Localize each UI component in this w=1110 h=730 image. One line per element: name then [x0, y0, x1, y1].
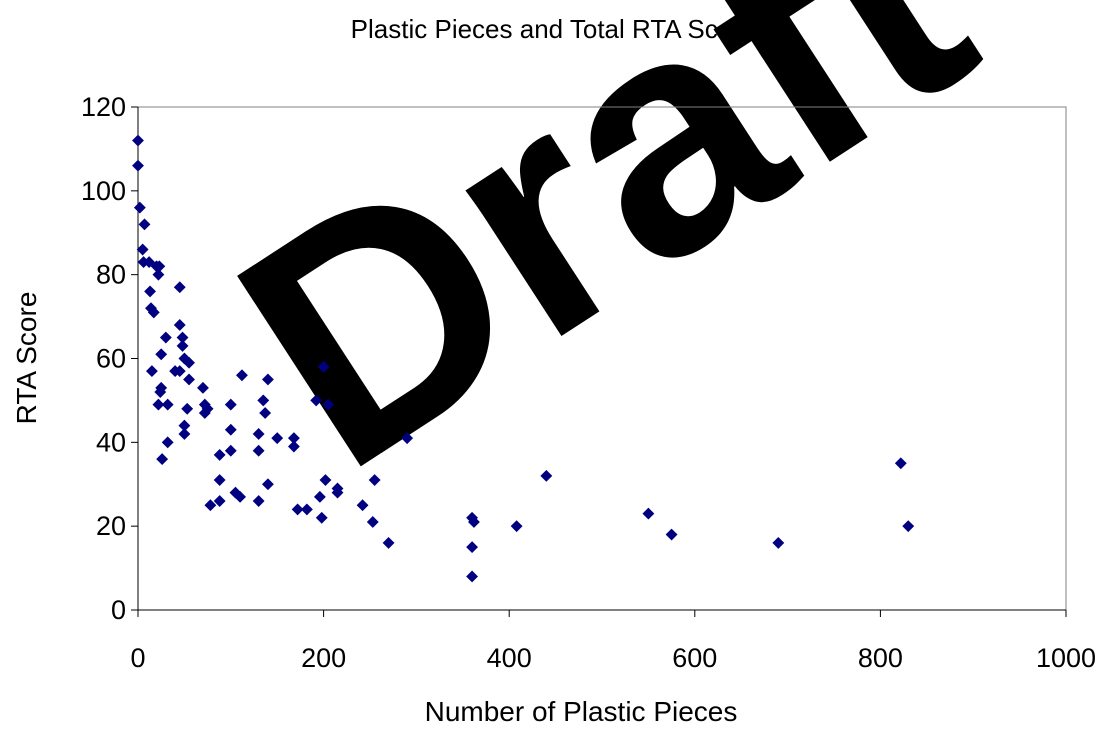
- data-points: [132, 134, 915, 583]
- y-tick-label: 80: [96, 260, 126, 290]
- y-tick-label: 120: [81, 92, 126, 122]
- data-point: [159, 331, 172, 344]
- data-point: [145, 365, 158, 377]
- data-point: [236, 369, 248, 382]
- data-point: [261, 373, 274, 386]
- data-point: [291, 503, 304, 516]
- x-tick-label: 1000: [1036, 643, 1096, 673]
- data-point: [213, 495, 226, 507]
- data-point: [204, 499, 217, 512]
- data-point: [252, 495, 265, 507]
- data-point: [540, 469, 553, 482]
- y-tick-label: 40: [96, 427, 126, 457]
- data-point: [366, 516, 379, 528]
- data-point: [152, 398, 165, 411]
- data-point: [138, 218, 151, 231]
- data-point: [181, 402, 194, 415]
- data-point: [252, 428, 265, 440]
- data-point: [271, 432, 284, 445]
- data-point: [300, 503, 313, 516]
- data-point: [183, 356, 195, 369]
- data-point: [136, 243, 149, 256]
- data-point: [287, 440, 300, 453]
- data-point: [183, 373, 195, 386]
- data-point: [466, 541, 479, 554]
- data-point: [510, 520, 523, 533]
- data-point: [161, 436, 174, 449]
- data-point: [259, 407, 272, 419]
- data-point: [894, 457, 907, 470]
- data-point: [173, 281, 186, 294]
- data-point: [197, 381, 209, 394]
- data-point: [176, 340, 189, 352]
- data-point: [331, 486, 344, 499]
- data-point: [173, 365, 186, 377]
- data-point: [772, 537, 785, 549]
- data-point: [224, 444, 237, 457]
- data-point: [144, 285, 156, 298]
- x-axis-label: Number of Plastic Pieces: [425, 696, 738, 727]
- data-point: [224, 423, 237, 436]
- data-point: [155, 348, 168, 361]
- data-point: [152, 268, 165, 281]
- data-point: [132, 159, 144, 172]
- y-tick-label: 100: [81, 176, 126, 206]
- y-tick-label: 0: [111, 595, 126, 625]
- data-point: [902, 520, 915, 533]
- draft-watermark: Draft: [179, 0, 1026, 537]
- y-tick-label: 60: [96, 344, 126, 374]
- data-point: [642, 507, 655, 520]
- data-point: [133, 201, 146, 214]
- data-point: [257, 394, 270, 407]
- data-point: [154, 386, 167, 398]
- data-point: [466, 570, 479, 583]
- data-point: [315, 511, 328, 524]
- data-point: [382, 537, 395, 549]
- data-point: [665, 528, 678, 541]
- x-tick-label: 800: [858, 643, 903, 673]
- data-point: [234, 490, 247, 503]
- data-point: [173, 319, 186, 331]
- data-point: [401, 432, 414, 445]
- y-axis: 0 20 40 60 80 100 120: [81, 92, 139, 625]
- data-point: [161, 398, 174, 411]
- data-point: [178, 428, 191, 440]
- x-axis: 0 200 400 600 800 1000: [130, 609, 1096, 673]
- x-tick-label: 600: [672, 643, 717, 673]
- data-point: [224, 398, 237, 411]
- data-point: [319, 474, 332, 486]
- x-tick-label: 200: [301, 643, 346, 673]
- data-point: [313, 490, 326, 503]
- chart-title: Plastic Pieces and Total RTA Score: [351, 14, 756, 44]
- data-point: [252, 444, 265, 457]
- data-point: [317, 360, 330, 373]
- x-tick-label: 0: [130, 643, 145, 673]
- y-axis-label: RTA Score: [11, 292, 42, 425]
- data-point: [213, 474, 226, 486]
- data-point: [147, 306, 160, 319]
- data-point: [368, 474, 381, 486]
- data-point: [156, 453, 169, 466]
- x-tick-label: 400: [487, 643, 532, 673]
- data-point: [322, 398, 335, 411]
- data-point: [143, 256, 156, 269]
- data-point: [261, 478, 274, 491]
- data-point: [310, 394, 323, 407]
- data-point: [213, 448, 226, 461]
- data-point: [356, 499, 369, 512]
- data-point: [132, 134, 144, 147]
- data-point: [468, 516, 480, 528]
- y-tick-label: 20: [96, 511, 126, 541]
- data-point: [198, 407, 211, 419]
